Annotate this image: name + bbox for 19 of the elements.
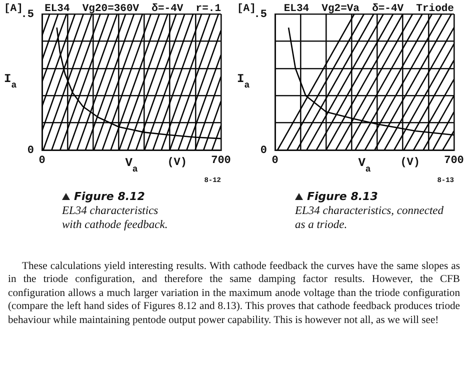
text: EL34 characteristics, connected xyxy=(295,204,445,218)
x-tick-label: 0 xyxy=(38,154,46,167)
y-tick-label: .5 xyxy=(20,8,34,21)
text: (V) xyxy=(400,157,420,169)
text: [A] xyxy=(4,3,23,15)
y-tick-label: .5 xyxy=(254,8,268,21)
chart-title: EL34 Vg2=Va δ=-4V Triode xyxy=(284,3,454,15)
text: as a triode. xyxy=(295,218,348,232)
text: [A] xyxy=(237,3,256,15)
caption: Figure 8.13 xyxy=(307,190,378,203)
text: (V) xyxy=(167,157,187,169)
chart-title: EL34 Vg20=360V δ=-4V r=.1 xyxy=(44,3,221,15)
x-tick-label: 700 xyxy=(211,154,231,167)
caption: Figure 8.12 xyxy=(74,190,145,203)
text: EL34 characteristics xyxy=(62,204,160,218)
text: with cathode feedback. xyxy=(62,218,169,232)
text: These calculations yield interesting results. With cathode feedback the curves have the same slopes as in the triode configuration, and therefore the same damping factor results. However, the CFB configuration allows a much larger variation in the maximum anode voltage than the triode configuration (compare the left hand sides of Figures 8.12 and 8.13). This proves that cathode feedback produces triode behaviour while maintaining pentode output power capability. This is however not all, as we will see! xyxy=(8,260,460,328)
x-tick-label: 0 xyxy=(272,154,278,167)
x-tick-label: 700 xyxy=(444,154,464,167)
